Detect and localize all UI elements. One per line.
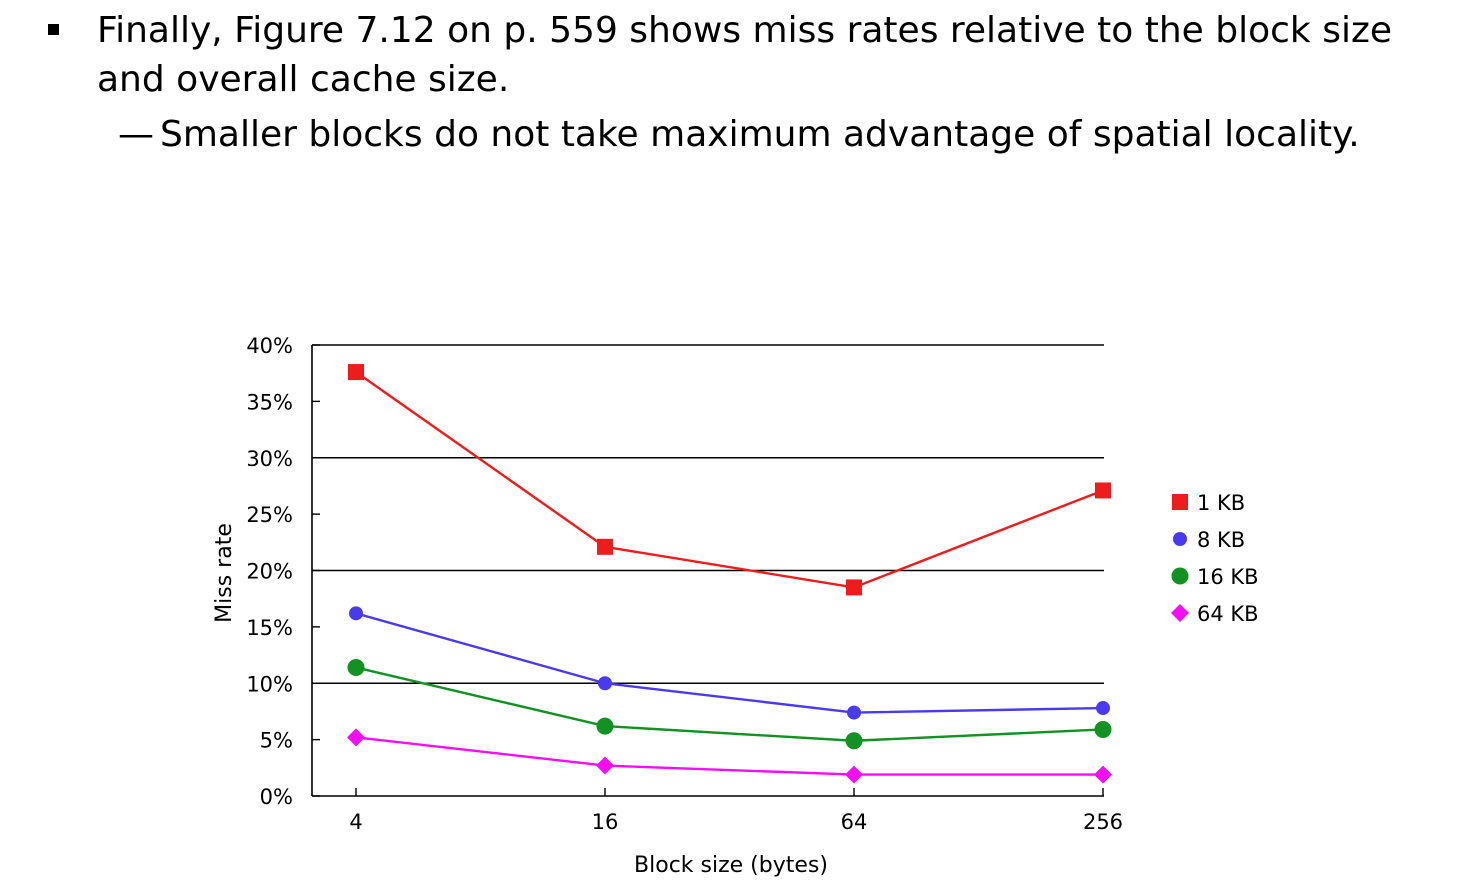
- legend-item: 16 KB: [1171, 565, 1259, 589]
- y-tick-label: 35%: [246, 390, 293, 414]
- legend-item: 64 KB: [1171, 602, 1259, 626]
- marker-circle: [1094, 720, 1112, 738]
- bullet-text: Finally, Figure 7.12 on p. 559 shows mis…: [97, 10, 1392, 100]
- legend-item: 8 KB: [1173, 528, 1245, 552]
- marker-circle: [598, 676, 612, 691]
- bullet-square-icon: [48, 24, 59, 35]
- legend-label: 1 KB: [1197, 491, 1245, 515]
- marker-circle: [1171, 567, 1189, 585]
- x-tick-label: 4: [349, 810, 362, 834]
- x-tick-label: 64: [841, 810, 868, 834]
- marker-circle: [847, 705, 861, 720]
- y-tick-label: 40%: [246, 334, 293, 358]
- marker-square: [348, 364, 364, 381]
- legend-label: 8 KB: [1197, 528, 1245, 552]
- marker-diamond: [347, 728, 365, 747]
- sub-bullet-dash: —: [118, 114, 154, 155]
- series-line: [355, 371, 1104, 589]
- series-group: [347, 364, 1112, 784]
- marker-diamond: [1171, 604, 1189, 622]
- y-tick-label: 25%: [246, 503, 293, 527]
- axes: 0% 5% 10% 15% 20% 25% 30% 35% 40% 4 16 64 256: [246, 334, 1123, 834]
- sub-bullet-text: Smaller blocks do not take maximum advan…: [160, 114, 1360, 155]
- series-line: [355, 736, 1103, 776]
- series-line: [355, 612, 1104, 714]
- x-tick-label: 256: [1083, 810, 1123, 834]
- y-axis-title: Miss rate: [212, 523, 237, 623]
- legend: 1 KB 8 KB 16 KB 64 KB: [1171, 491, 1259, 626]
- marker-circle: [349, 606, 363, 621]
- marker-circle: [1096, 701, 1110, 716]
- y-tick-label: 20%: [246, 560, 293, 584]
- marker-square: [846, 579, 862, 596]
- marker-square: [597, 538, 613, 555]
- x-axis-title: Block size (bytes): [634, 853, 828, 878]
- legend-label: 64 KB: [1197, 602, 1259, 626]
- marker-circle: [596, 717, 614, 735]
- y-tick-label: 30%: [246, 447, 293, 471]
- y-tick-label: 15%: [246, 616, 293, 640]
- marker-circle: [845, 732, 863, 750]
- marker-circle: [347, 658, 365, 676]
- legend-label: 16 KB: [1197, 565, 1259, 589]
- y-tick-label: 10%: [246, 672, 293, 696]
- y-tick-label: 0%: [260, 785, 293, 809]
- marker-square: [1172, 494, 1188, 510]
- grid-lines: [312, 344, 1104, 685]
- marker-diamond: [596, 756, 614, 775]
- y-tick-label: 5%: [260, 729, 293, 753]
- series-1-kb: [348, 364, 1111, 596]
- series-line: [355, 666, 1104, 742]
- series-16-kb: [347, 658, 1112, 750]
- marker-diamond: [1094, 765, 1112, 784]
- legend-item: 1 KB: [1172, 491, 1245, 515]
- marker-square: [1095, 482, 1111, 499]
- marker-diamond: [845, 765, 863, 784]
- marker-circle: [1173, 532, 1187, 546]
- series-8-kb: [349, 606, 1110, 720]
- series-64-kb: [347, 728, 1112, 784]
- x-tick-label: 16: [592, 810, 619, 834]
